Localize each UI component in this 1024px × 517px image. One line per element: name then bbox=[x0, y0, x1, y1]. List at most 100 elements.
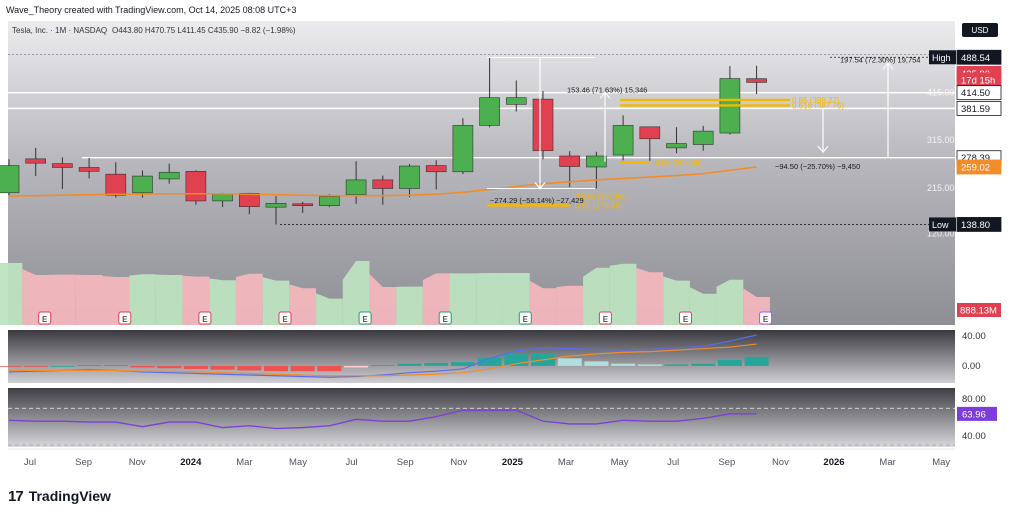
tradingview-logo[interactable]: 17 TradingView bbox=[8, 486, 111, 506]
candle-body[interactable] bbox=[239, 192, 260, 207]
volume-area-segment bbox=[716, 279, 744, 325]
earnings-marker-icon[interactable] bbox=[598, 311, 612, 325]
volume-area-segment bbox=[369, 274, 397, 325]
candle-body[interactable] bbox=[505, 97, 527, 105]
time-axis-label: Sep bbox=[397, 457, 414, 468]
macd-axis-label: 0.00 bbox=[962, 361, 981, 372]
earnings-marker-label: E bbox=[282, 315, 288, 324]
time-axis-label: Sep bbox=[718, 457, 735, 468]
time-axis-label: Mar bbox=[879, 457, 895, 468]
time-axis-label: 2024 bbox=[180, 457, 202, 468]
volume-area-segment bbox=[289, 284, 317, 325]
candle-body[interactable] bbox=[292, 203, 314, 207]
time-axis-label: Jul bbox=[346, 457, 358, 468]
candle-body[interactable] bbox=[78, 167, 100, 172]
fibonacci-level-label: 0.618 (387.76) bbox=[792, 101, 844, 110]
price-tag-value: 414.50 bbox=[961, 88, 990, 99]
measure-label: −274.29 (−56.14%) −27,429 bbox=[490, 196, 584, 205]
candle-body[interactable] bbox=[559, 155, 581, 167]
fibonacci-level-label: 0.65 (268.58) bbox=[655, 158, 703, 167]
candle-body[interactable] bbox=[25, 158, 47, 164]
rsi-value: 63.96 bbox=[962, 409, 986, 420]
candle-body[interactable] bbox=[692, 130, 714, 145]
time-axis-label: 2026 bbox=[823, 457, 844, 468]
earnings-marker-icon[interactable] bbox=[198, 311, 212, 325]
earnings-marker-icon[interactable] bbox=[278, 311, 292, 325]
earnings-marker-icon[interactable] bbox=[358, 311, 372, 325]
candle-body[interactable] bbox=[0, 165, 20, 194]
candle-body[interactable] bbox=[132, 175, 153, 194]
candle-body[interactable] bbox=[666, 143, 687, 149]
price-tag[interactable] bbox=[956, 217, 1002, 232]
candle-body[interactable] bbox=[452, 125, 474, 173]
candle-body[interactable] bbox=[639, 126, 661, 140]
candle-body[interactable] bbox=[158, 171, 180, 180]
volume-area-segment bbox=[155, 274, 183, 325]
price-tag-label-box bbox=[929, 50, 956, 65]
moving-average-line[interactable] bbox=[8, 166, 757, 197]
time-axis-label: Jul bbox=[667, 457, 679, 468]
earnings-marker-icon[interactable] bbox=[759, 311, 773, 325]
fibonacci-level-label: 0.65 (178.68) bbox=[575, 201, 623, 210]
macd-histogram-bar bbox=[477, 357, 502, 366]
candle-body[interactable] bbox=[612, 125, 634, 156]
rsi-pane-background bbox=[8, 388, 955, 447]
earnings-marker-icon[interactable] bbox=[679, 311, 692, 325]
price-tag[interactable] bbox=[956, 85, 1002, 101]
candle-body[interactable] bbox=[185, 170, 207, 202]
price-tag-label: Low bbox=[932, 220, 949, 230]
measure-arrow-head bbox=[817, 145, 829, 154]
currency-badge[interactable] bbox=[962, 23, 998, 37]
price-tag-label-box bbox=[929, 217, 956, 232]
macd-histogram-bar bbox=[237, 365, 262, 371]
volume-area-segment bbox=[689, 287, 717, 325]
volume-area-segment bbox=[0, 263, 23, 325]
candle-body[interactable] bbox=[399, 165, 420, 189]
earnings-marker-label: E bbox=[202, 315, 208, 324]
volume-area-segment bbox=[209, 278, 236, 325]
price-tag[interactable] bbox=[956, 159, 1002, 175]
earnings-marker-icon[interactable] bbox=[118, 311, 132, 325]
macd-histogram-bar bbox=[691, 363, 716, 366]
volume-area-segment bbox=[22, 269, 50, 325]
candle-body[interactable] bbox=[586, 155, 607, 168]
measure-arrow-head bbox=[882, 62, 894, 70]
chart-caption: Wave_Theory created with TradingView.com… bbox=[6, 5, 297, 15]
price-tag[interactable] bbox=[956, 49, 1002, 65]
time-axis-label: May bbox=[932, 457, 950, 468]
earnings-marker-icon[interactable] bbox=[38, 311, 52, 325]
candle-body[interactable] bbox=[372, 179, 394, 189]
earnings-marker-label: E bbox=[362, 315, 368, 324]
volume-area-segment bbox=[449, 273, 477, 325]
macd-histogram-bar bbox=[0, 365, 21, 367]
rsi-line[interactable] bbox=[8, 409, 757, 430]
candle-body[interactable] bbox=[532, 98, 554, 152]
volume-area-segment bbox=[49, 274, 76, 325]
candle-body[interactable] bbox=[52, 163, 73, 168]
price-tag[interactable] bbox=[956, 100, 1002, 116]
candle-body[interactable] bbox=[479, 97, 500, 126]
candle-body[interactable] bbox=[212, 193, 233, 202]
measure-label: −94.50 (−25.70%) −9,450 bbox=[775, 162, 860, 171]
macd-histogram-bar bbox=[130, 365, 155, 368]
candle-body[interactable] bbox=[345, 179, 367, 196]
volume-area-segment bbox=[342, 261, 370, 325]
candle-body[interactable] bbox=[265, 203, 287, 208]
earnings-marker-icon[interactable] bbox=[438, 311, 452, 325]
rsi-value-tag[interactable] bbox=[957, 406, 997, 421]
candle-body[interactable] bbox=[425, 165, 447, 173]
volume-area-segment bbox=[316, 293, 343, 325]
macd-signal-line[interactable] bbox=[9, 343, 757, 377]
fibonacci-level-label: 0.85 (399.27) bbox=[792, 96, 840, 105]
time-axis-label: May bbox=[611, 457, 629, 468]
earnings-marker-icon[interactable] bbox=[518, 311, 532, 325]
macd-histogram-bar bbox=[370, 365, 395, 366]
price-tag-value: 488.54 bbox=[961, 53, 990, 64]
measure-arrow-head bbox=[599, 91, 611, 99]
candle-body[interactable] bbox=[746, 78, 767, 83]
macd-histogram-bar bbox=[103, 365, 128, 366]
volume-value-tag[interactable] bbox=[957, 303, 1001, 317]
candle-body[interactable] bbox=[319, 196, 340, 207]
candle-body[interactable] bbox=[105, 173, 127, 196]
